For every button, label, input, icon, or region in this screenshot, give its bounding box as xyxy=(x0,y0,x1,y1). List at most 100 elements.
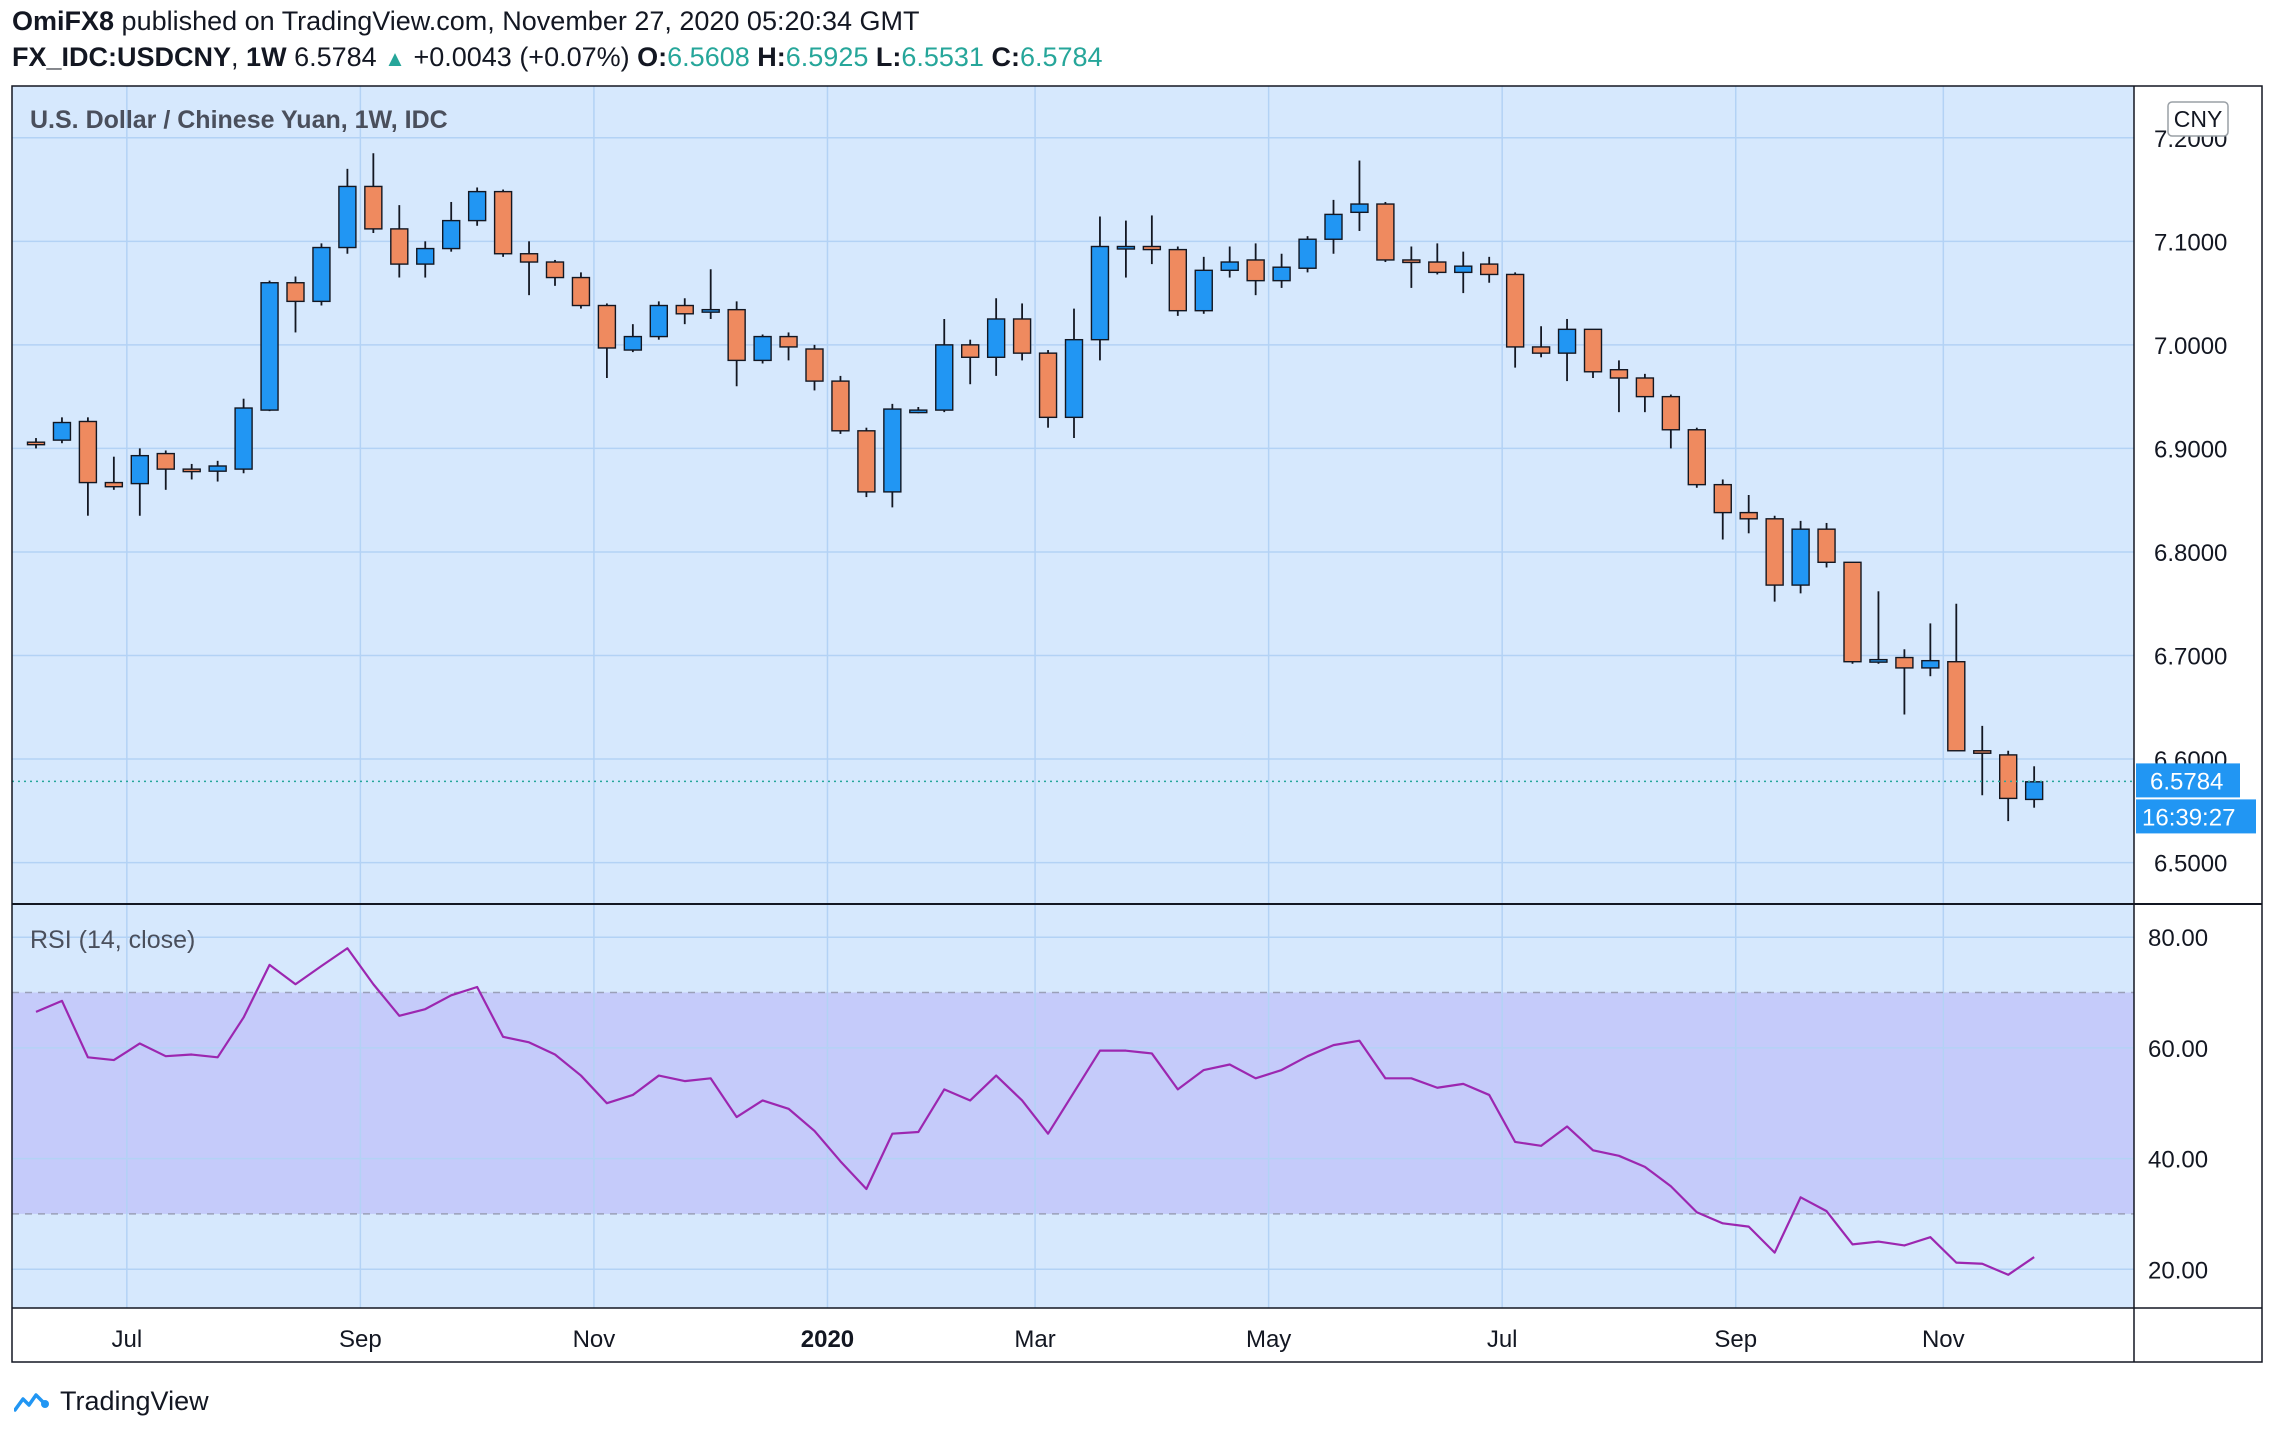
candle xyxy=(779,332,798,361)
candle xyxy=(1713,479,1732,540)
candle-body xyxy=(182,468,201,473)
candle-body xyxy=(571,276,591,307)
candle-body xyxy=(1921,659,1940,669)
x-tick-label: Mar xyxy=(1014,1326,1055,1353)
candle-body xyxy=(1064,338,1084,419)
candle xyxy=(883,403,902,508)
candle-body xyxy=(1765,518,1784,586)
high-value: 6.5925 xyxy=(785,42,869,72)
candle-body xyxy=(779,335,798,348)
candle xyxy=(1557,318,1577,382)
candle-body xyxy=(1090,245,1110,341)
candle-body xyxy=(1687,429,1707,486)
candle xyxy=(857,427,876,498)
candle xyxy=(753,334,772,364)
candle-body xyxy=(1246,259,1265,282)
countdown-label: 16:39:27 xyxy=(2142,804,2235,831)
candle-body xyxy=(1454,265,1473,274)
candle-body xyxy=(649,304,668,338)
candle xyxy=(1635,373,1655,413)
candle-body xyxy=(935,344,954,411)
candle xyxy=(1428,243,1447,275)
close-label: C: xyxy=(991,42,1020,72)
candle-body xyxy=(1298,238,1317,269)
countdown-tag xyxy=(2136,799,2256,834)
candle-body xyxy=(1531,346,1551,354)
candle xyxy=(260,280,279,412)
candle xyxy=(1454,251,1473,294)
candle-body xyxy=(1817,528,1836,564)
published-text: published on TradingView.com, November 2… xyxy=(121,6,920,36)
candle xyxy=(1038,350,1058,428)
candle xyxy=(1843,561,1862,664)
candle-body xyxy=(1194,269,1213,312)
price-pane-title: U.S. Dollar / Chinese Yuan, 1W, IDC xyxy=(30,106,448,134)
candle-body xyxy=(364,185,383,230)
candle-body xyxy=(1869,658,1888,663)
x-tick-label: Nov xyxy=(1922,1326,1965,1353)
x-tick-label: 2020 xyxy=(801,1326,854,1353)
candle xyxy=(234,398,253,474)
candle xyxy=(571,272,591,309)
candle-body xyxy=(1843,561,1862,663)
author-name[interactable]: OmiFX8 xyxy=(12,6,115,36)
candle-body xyxy=(805,348,824,382)
candle-body xyxy=(1428,261,1447,274)
candle-body xyxy=(1635,377,1655,398)
symbol-name[interactable]: FX_IDC:USDCNY xyxy=(12,42,232,72)
currency-badge xyxy=(2167,101,2229,137)
candle-body xyxy=(597,304,617,349)
candle-body xyxy=(623,335,643,351)
candle-body xyxy=(1609,369,1629,379)
candle-body xyxy=(234,407,253,470)
candle xyxy=(1921,623,1940,677)
candle-body xyxy=(1998,754,2018,800)
candle xyxy=(182,463,201,480)
candle-body xyxy=(1739,511,1758,520)
low-value: 6.5531 xyxy=(901,42,984,72)
price-tick-label: 6.9000 xyxy=(2154,436,2227,463)
candle xyxy=(1661,394,1681,449)
candle-body xyxy=(1973,750,1992,754)
chart-frame xyxy=(11,85,2263,1363)
candle xyxy=(1090,216,1110,361)
price-change: +0.0043 (+0.07%) xyxy=(413,42,630,72)
candle xyxy=(1402,246,1421,288)
rsi-pane-title: RSI (14, close) xyxy=(30,926,195,954)
candle xyxy=(1739,495,1758,534)
candle-body xyxy=(1557,328,1577,354)
candle-body xyxy=(52,421,72,441)
candle xyxy=(519,241,539,296)
low-label: L: xyxy=(875,42,902,72)
candle xyxy=(805,344,824,391)
candle xyxy=(156,450,175,490)
candle xyxy=(1998,750,2018,822)
brand-name: TradingView xyxy=(60,1386,209,1416)
candle xyxy=(467,187,487,226)
candle xyxy=(649,301,668,340)
candle xyxy=(1947,603,1966,752)
candle xyxy=(1505,272,1525,368)
x-tick-label: Sep xyxy=(1714,1326,1757,1353)
currency-label: CNY xyxy=(2174,106,2223,132)
rsi-band xyxy=(12,992,2134,1214)
candle xyxy=(104,456,124,490)
candle-body xyxy=(701,308,720,313)
candle xyxy=(1246,243,1265,296)
candle xyxy=(1765,515,1784,602)
candle xyxy=(1687,427,1707,488)
candle-body xyxy=(1895,656,1914,669)
candle xyxy=(935,318,954,413)
candle xyxy=(623,324,643,353)
candle-body xyxy=(1272,266,1291,282)
price-tick-label: 7.1000 xyxy=(2154,229,2227,256)
footer-brand[interactable]: TradingView xyxy=(14,1386,209,1417)
candle xyxy=(675,298,694,325)
candle-body xyxy=(545,261,565,279)
candle-body xyxy=(26,441,46,446)
candle-body xyxy=(883,408,902,493)
candle xyxy=(1869,591,1888,664)
candle-body xyxy=(493,190,513,255)
open-label: O: xyxy=(637,42,668,72)
